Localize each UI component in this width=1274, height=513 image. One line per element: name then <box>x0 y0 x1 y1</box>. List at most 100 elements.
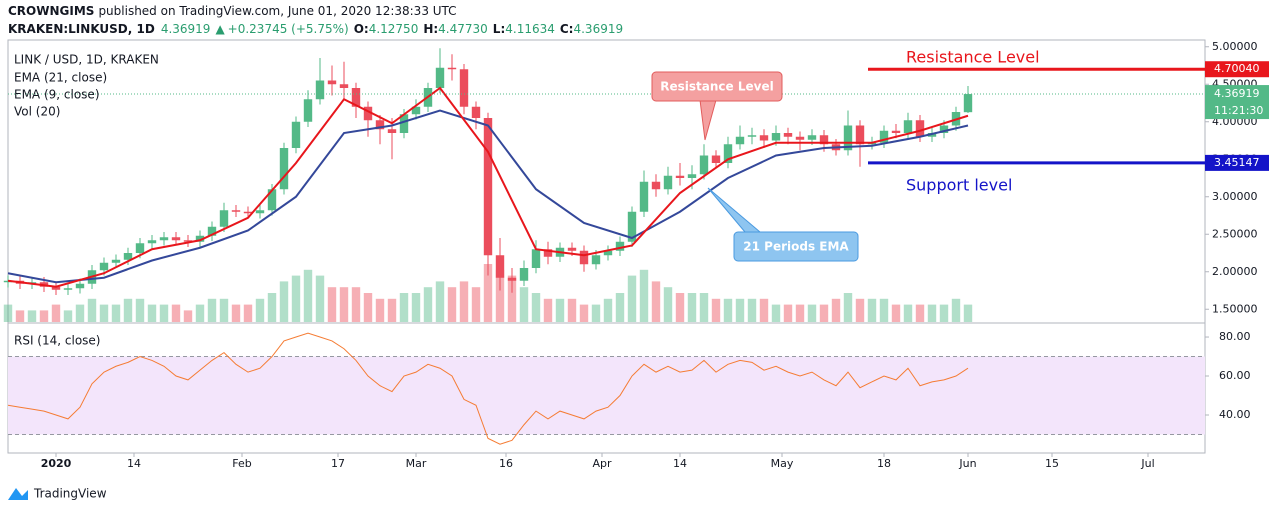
volume-bar <box>387 298 397 322</box>
candle-body <box>243 211 253 214</box>
volume-bar <box>231 304 241 322</box>
candle-body <box>183 240 193 242</box>
candle-body <box>939 125 949 133</box>
candle-body <box>99 262 109 271</box>
arrow: ▲ <box>215 22 225 36</box>
rsi-tick-label: 40.00 <box>1219 408 1251 421</box>
x-tick-label: May <box>771 457 794 470</box>
x-tick-label: Mar <box>406 457 427 470</box>
x-tick-label: 17 <box>331 457 345 470</box>
candle-body <box>687 174 697 178</box>
volume-bar <box>603 298 613 322</box>
candle-body <box>51 286 61 290</box>
volume-bar <box>795 304 805 322</box>
rsi-tick-label: 80.00 <box>1219 330 1251 343</box>
candle-body <box>351 88 361 107</box>
volume-bar <box>291 275 301 322</box>
volume-bar <box>819 304 829 322</box>
volume-bar <box>171 304 181 322</box>
volume-bar <box>255 298 265 322</box>
volume-bar <box>639 269 649 322</box>
candle-body <box>699 155 709 175</box>
volume-bar <box>627 275 637 322</box>
callout-box <box>733 231 859 262</box>
h-label: H: <box>423 22 438 36</box>
candle-body <box>519 268 529 281</box>
x-tick-label: Jun <box>958 457 976 470</box>
candle-body <box>651 181 661 190</box>
o-label: O: <box>354 22 369 36</box>
candle-body <box>411 106 421 115</box>
candle-body <box>807 135 817 140</box>
x-tick-label: 14 <box>673 457 687 470</box>
volume-bar <box>435 281 445 322</box>
volume-bar <box>183 310 193 322</box>
candle-body <box>291 121 301 148</box>
volume-bar <box>483 264 493 322</box>
volume-bar <box>735 298 745 322</box>
candle-body <box>207 226 217 236</box>
candle-body <box>747 135 757 137</box>
candle-body <box>495 255 505 278</box>
volume-bar <box>543 298 553 322</box>
volume-bar <box>759 298 769 322</box>
volume-bar <box>195 304 205 322</box>
callout-text: 21 Periods EMA <box>743 240 849 254</box>
x-tick-label: Jul <box>1140 457 1154 470</box>
volume-bar <box>459 281 469 322</box>
volume-bar <box>87 298 97 322</box>
y-tick-label: 5.00000 <box>1212 40 1258 53</box>
candle-body <box>963 94 973 113</box>
volume-bar <box>879 298 889 322</box>
volume-bar <box>867 298 877 322</box>
candle-body <box>159 237 169 241</box>
rsi-line <box>7 332 969 445</box>
volume-bar <box>783 304 793 322</box>
candle-body <box>315 80 325 100</box>
candle-body <box>627 211 637 242</box>
volume-bar <box>939 304 949 322</box>
footer-brand: TradingView <box>33 487 107 501</box>
volume-bar <box>51 304 61 322</box>
volume-bar <box>339 287 349 322</box>
last-price-label: 4.36919 <box>1214 87 1260 100</box>
x-tick-label: 18 <box>877 457 891 470</box>
volume-bar <box>855 298 865 322</box>
volume-bar <box>663 287 673 322</box>
candle-body <box>723 144 733 163</box>
symbol: KRAKEN:LINKUSD, 1D <box>8 22 155 36</box>
legend-rsi: RSI (14, close) <box>14 334 100 348</box>
rsi-band <box>8 356 1205 435</box>
candle-body <box>75 283 85 289</box>
footer-logo <box>8 488 28 500</box>
volume-bar <box>447 287 457 322</box>
volume-bar <box>591 304 601 322</box>
candle-body <box>303 99 313 122</box>
candle-body <box>399 114 409 133</box>
level-name: Support level <box>906 175 1012 194</box>
volume-bar <box>267 293 277 322</box>
candle-body <box>363 106 373 121</box>
candle-body <box>387 129 397 133</box>
candle-body <box>147 240 157 244</box>
level-box <box>1205 154 1269 171</box>
volume-bar <box>351 287 361 322</box>
y-tick-label: 2.00000 <box>1212 265 1258 278</box>
candle-body <box>855 125 865 145</box>
volume-bar <box>687 293 697 322</box>
publisher: CROWNGIMS <box>8 4 94 18</box>
candle-body <box>843 125 853 151</box>
volume-bar <box>375 298 385 322</box>
volume-bar <box>363 293 373 322</box>
candle-body <box>531 249 541 268</box>
candle-body <box>819 135 829 145</box>
h: 4.47730 <box>438 22 488 36</box>
volume-bar <box>807 304 817 322</box>
candle-body <box>507 277 517 281</box>
volume-bar <box>135 298 145 322</box>
candle-body <box>435 67 445 88</box>
volume-bar <box>963 304 973 322</box>
candle-body <box>339 84 349 88</box>
volume-bar <box>615 293 625 322</box>
candle-body <box>171 237 181 241</box>
